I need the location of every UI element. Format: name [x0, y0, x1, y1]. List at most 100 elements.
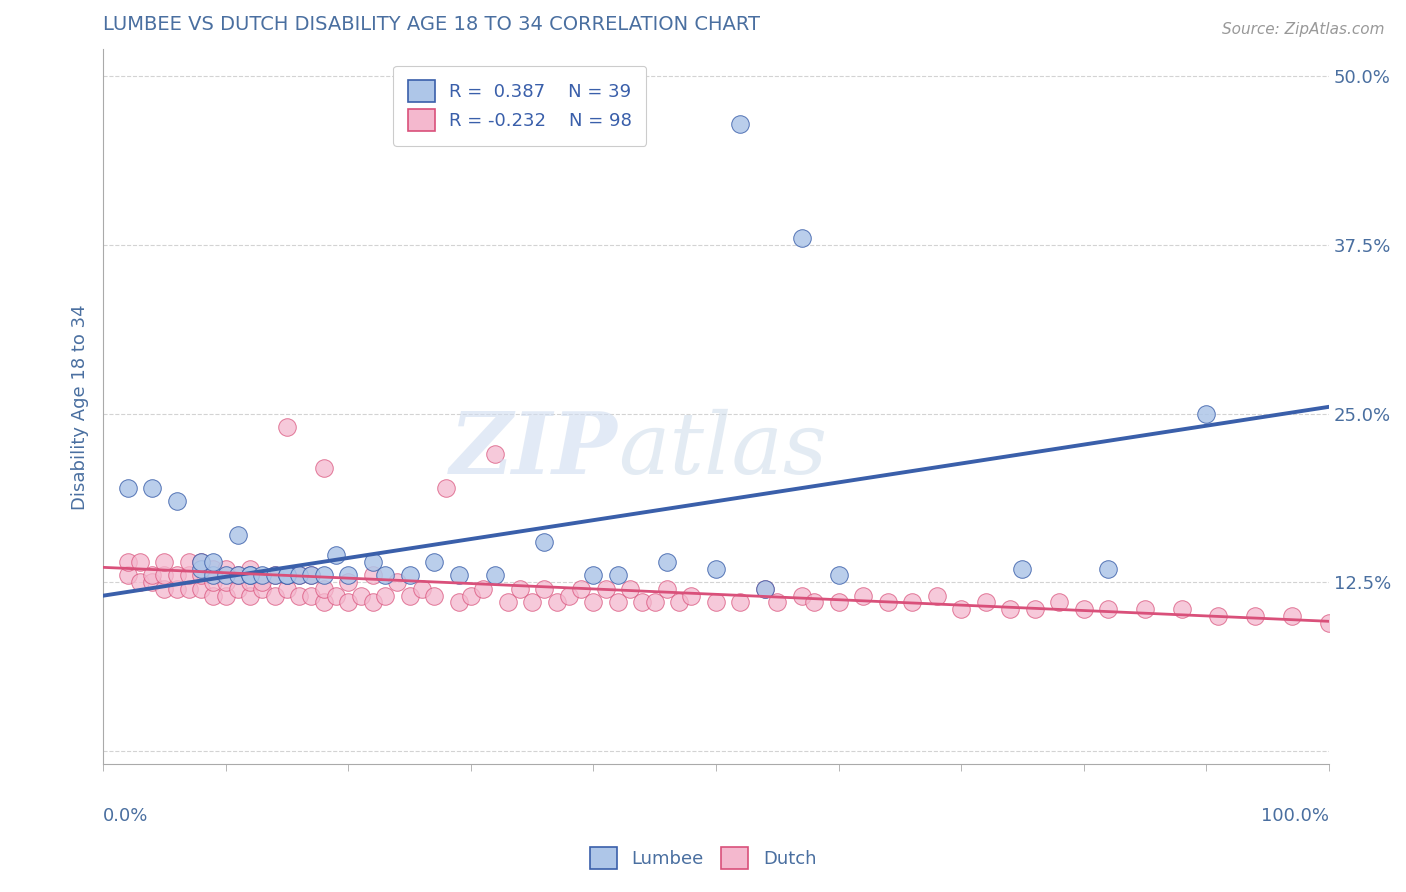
- Point: [704, 595, 727, 609]
- Text: Source: ZipAtlas.com: Source: ZipAtlas.com: [1222, 22, 1385, 37]
- Point: [852, 589, 875, 603]
- Point: [325, 589, 347, 603]
- Point: [1317, 615, 1340, 630]
- Point: [276, 420, 298, 434]
- Point: [202, 589, 225, 603]
- Point: [215, 589, 238, 603]
- Point: [704, 562, 727, 576]
- Point: [546, 595, 568, 609]
- Point: [387, 575, 409, 590]
- Text: 100.0%: 100.0%: [1261, 807, 1329, 825]
- Text: LUMBEE VS DUTCH DISABILITY AGE 18 TO 34 CORRELATION CHART: LUMBEE VS DUTCH DISABILITY AGE 18 TO 34 …: [103, 15, 761, 34]
- Point: [301, 568, 323, 582]
- Point: [276, 568, 298, 582]
- Point: [655, 582, 678, 596]
- Legend: R =  0.387    N = 39, R = -0.232    N = 98: R = 0.387 N = 39, R = -0.232 N = 98: [394, 66, 647, 145]
- Point: [117, 481, 139, 495]
- Point: [141, 568, 163, 582]
- Point: [1133, 602, 1156, 616]
- Y-axis label: Disability Age 18 to 34: Disability Age 18 to 34: [72, 304, 89, 509]
- Point: [411, 582, 433, 596]
- Point: [239, 568, 262, 582]
- Legend: Lumbee, Dutch: Lumbee, Dutch: [581, 838, 825, 879]
- Point: [827, 595, 849, 609]
- Point: [312, 595, 335, 609]
- Point: [202, 575, 225, 590]
- Point: [226, 528, 249, 542]
- Point: [398, 589, 420, 603]
- Point: [361, 555, 384, 569]
- Point: [644, 595, 666, 609]
- Point: [215, 568, 238, 582]
- Point: [447, 568, 470, 582]
- Point: [754, 582, 776, 596]
- Point: [606, 568, 628, 582]
- Point: [484, 568, 506, 582]
- Point: [998, 602, 1021, 616]
- Point: [177, 555, 200, 569]
- Point: [1208, 608, 1230, 623]
- Point: [129, 555, 152, 569]
- Point: [730, 117, 752, 131]
- Point: [398, 568, 420, 582]
- Point: [1244, 608, 1267, 623]
- Point: [239, 589, 262, 603]
- Point: [263, 568, 285, 582]
- Point: [460, 589, 482, 603]
- Point: [790, 231, 813, 245]
- Point: [1195, 407, 1218, 421]
- Point: [569, 582, 592, 596]
- Point: [582, 595, 605, 609]
- Point: [803, 595, 825, 609]
- Point: [190, 555, 212, 569]
- Point: [1024, 602, 1046, 616]
- Point: [202, 555, 225, 569]
- Point: [374, 568, 396, 582]
- Point: [276, 582, 298, 596]
- Point: [153, 568, 176, 582]
- Point: [754, 582, 776, 596]
- Point: [215, 562, 238, 576]
- Point: [177, 568, 200, 582]
- Point: [606, 595, 628, 609]
- Point: [202, 562, 225, 576]
- Point: [288, 568, 311, 582]
- Point: [276, 568, 298, 582]
- Point: [337, 575, 360, 590]
- Point: [166, 582, 188, 596]
- Point: [337, 568, 360, 582]
- Point: [1281, 608, 1303, 623]
- Point: [239, 568, 262, 582]
- Point: [252, 575, 274, 590]
- Point: [190, 555, 212, 569]
- Point: [925, 589, 948, 603]
- Text: atlas: atlas: [617, 409, 827, 491]
- Point: [141, 481, 163, 495]
- Point: [312, 568, 335, 582]
- Point: [312, 582, 335, 596]
- Point: [337, 595, 360, 609]
- Point: [361, 595, 384, 609]
- Point: [1011, 562, 1033, 576]
- Point: [288, 589, 311, 603]
- Point: [827, 568, 849, 582]
- Point: [226, 582, 249, 596]
- Point: [730, 595, 752, 609]
- Point: [141, 575, 163, 590]
- Point: [288, 568, 311, 582]
- Point: [263, 589, 285, 603]
- Point: [766, 595, 789, 609]
- Point: [1097, 562, 1119, 576]
- Point: [361, 568, 384, 582]
- Point: [520, 595, 543, 609]
- Point: [301, 589, 323, 603]
- Point: [447, 595, 470, 609]
- Point: [215, 575, 238, 590]
- Point: [509, 582, 531, 596]
- Point: [226, 568, 249, 582]
- Point: [166, 568, 188, 582]
- Text: ZIP: ZIP: [450, 408, 617, 491]
- Point: [129, 575, 152, 590]
- Point: [472, 582, 495, 596]
- Point: [423, 589, 446, 603]
